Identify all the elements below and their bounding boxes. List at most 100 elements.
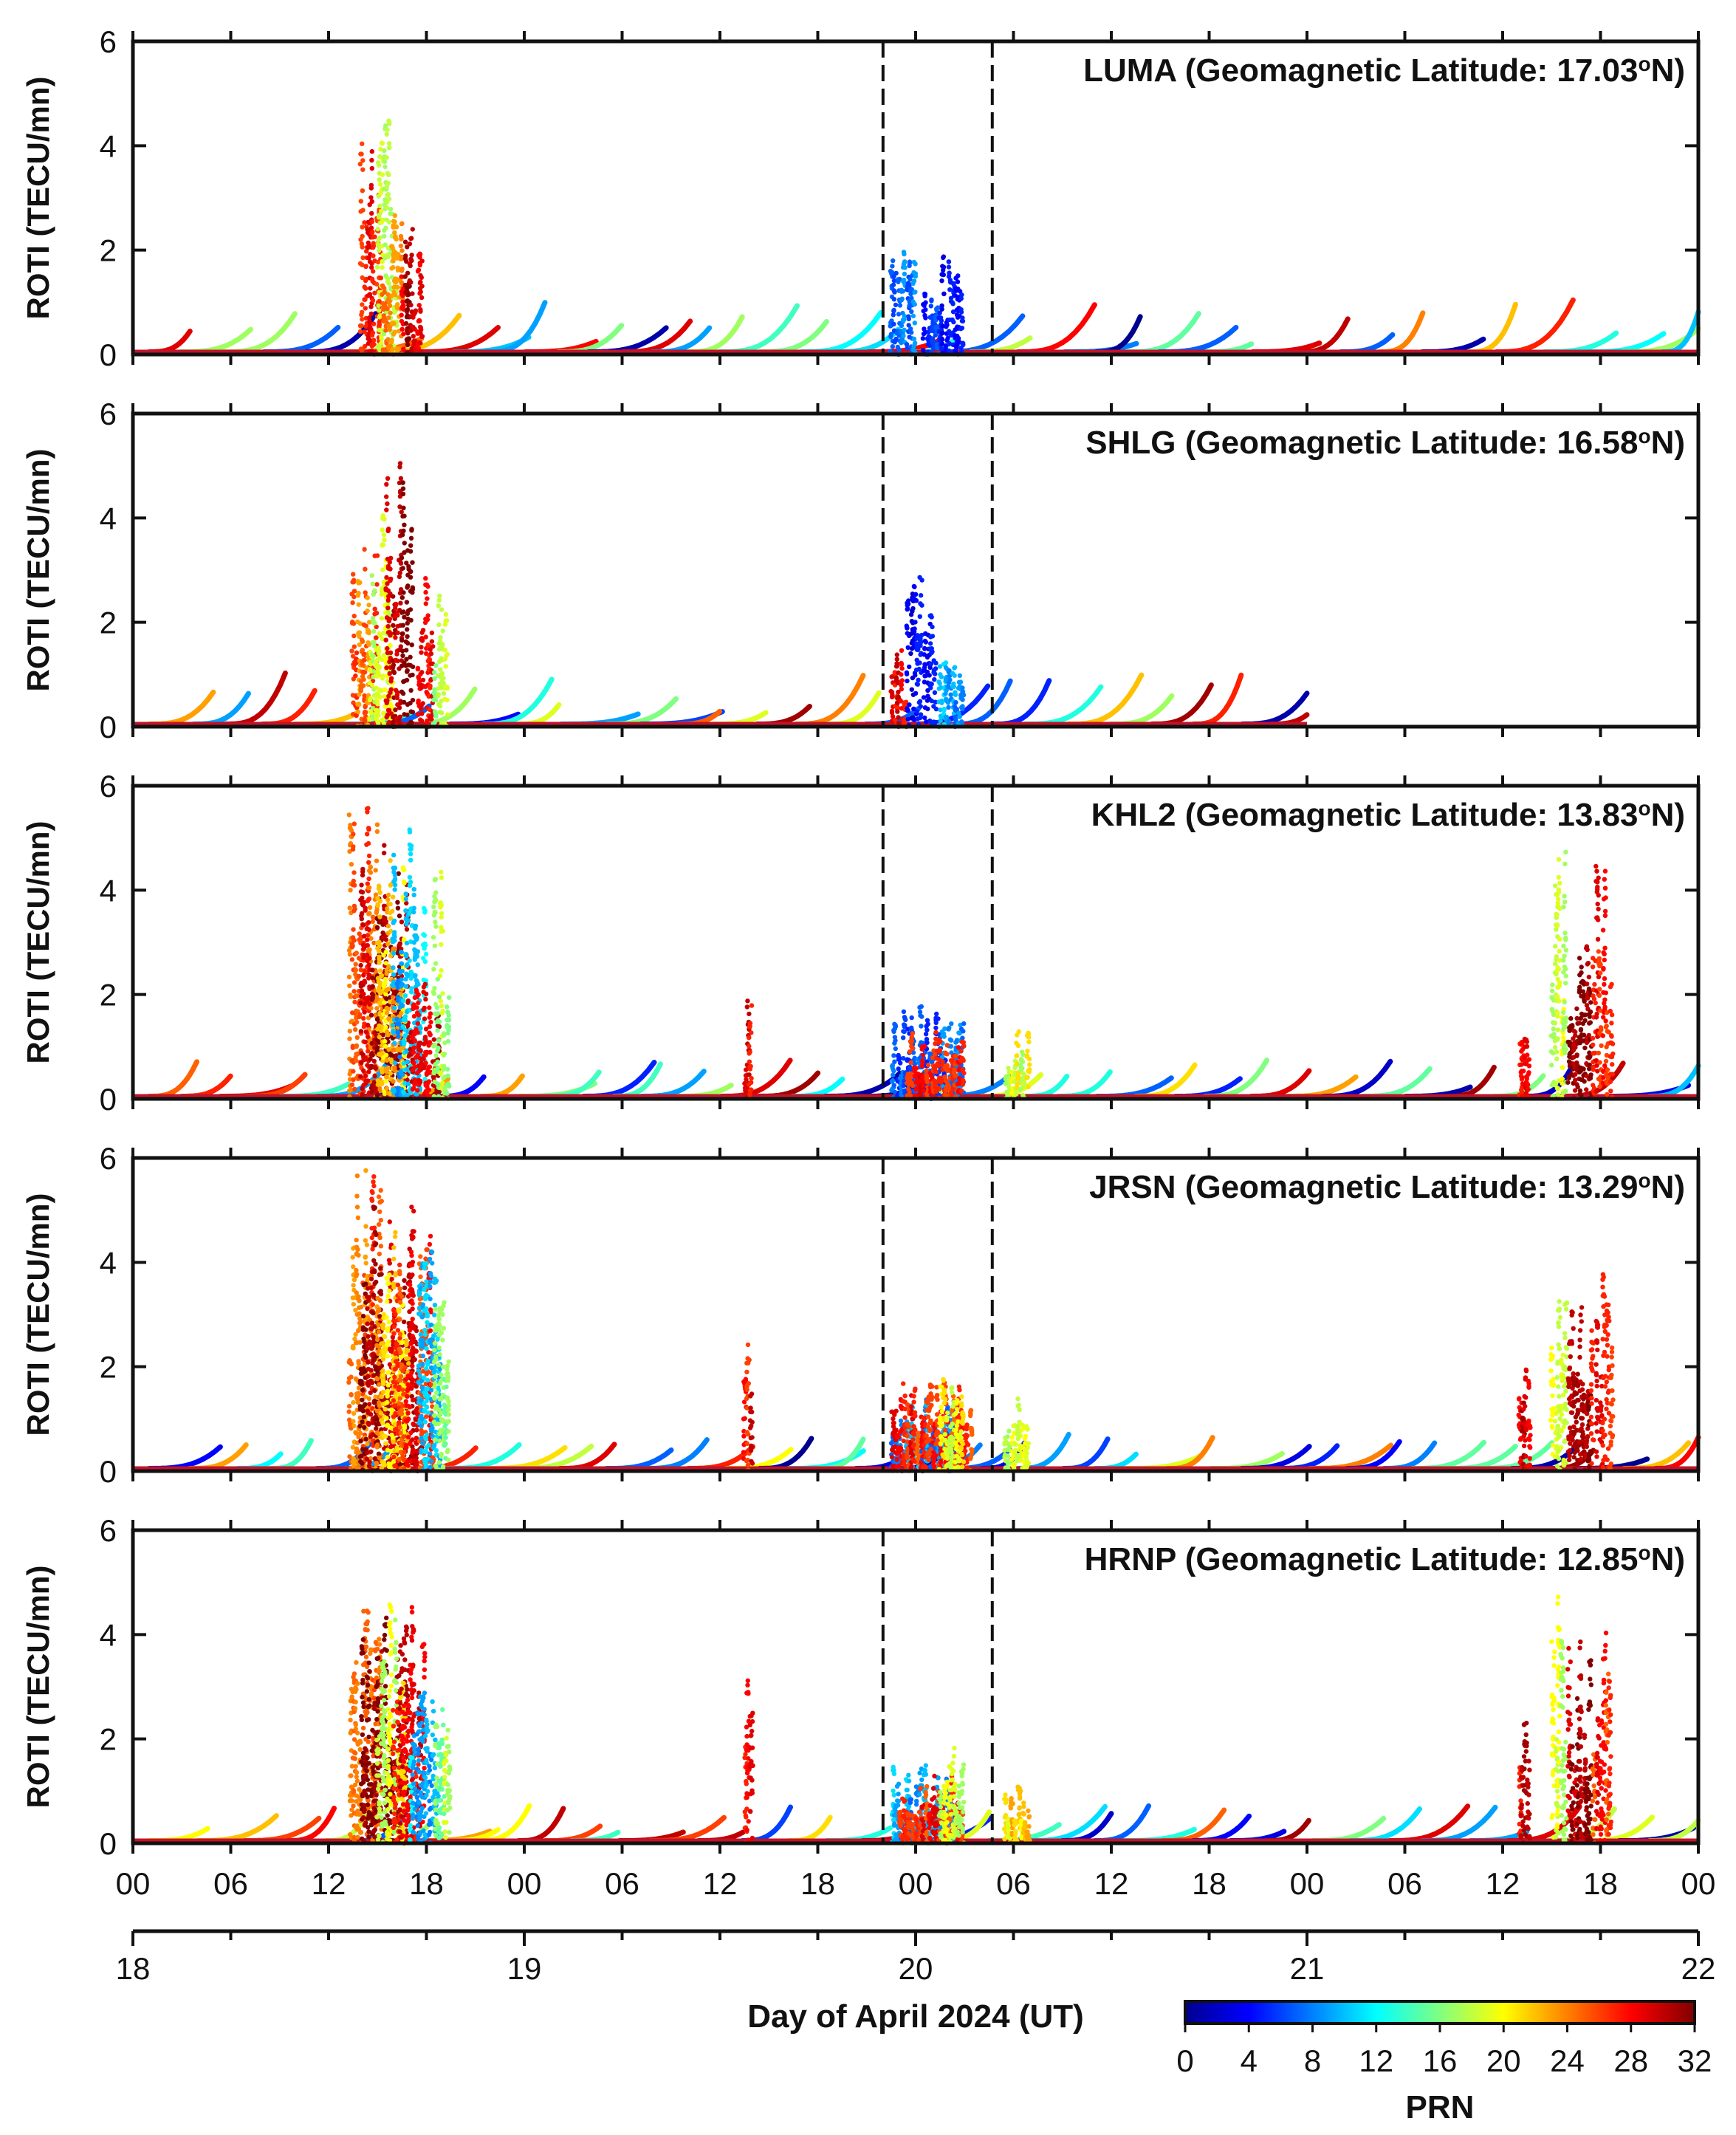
roti-point: [914, 647, 919, 652]
roti-point: [369, 573, 374, 578]
roti-point: [432, 943, 438, 948]
roti-point: [405, 634, 410, 640]
roti-point: [1563, 936, 1568, 941]
roti-point: [905, 281, 911, 286]
roti-point: [369, 210, 374, 216]
roti-point: [370, 919, 375, 925]
roti-point: [360, 317, 365, 322]
roti-point: [908, 277, 913, 282]
roti-point: [428, 1032, 433, 1038]
roti-point: [890, 344, 896, 349]
roti-point: [415, 1021, 420, 1027]
roti-point: [442, 622, 448, 627]
roti-point: [1020, 1083, 1026, 1089]
roti-point: [439, 710, 445, 716]
roti-point: [916, 677, 921, 682]
background-pass: [478, 1073, 525, 1099]
roti-point: [404, 927, 410, 932]
roti-point: [443, 611, 448, 617]
roti-point: [1577, 1088, 1583, 1094]
roti-point: [1591, 1051, 1596, 1056]
roti-point: [921, 309, 926, 314]
roti-point: [399, 266, 405, 272]
roti-point: [374, 264, 380, 270]
roti-point: [366, 927, 371, 932]
y-tick-label: 2: [100, 606, 117, 640]
roti-point: [361, 1057, 366, 1062]
roti-point: [1554, 967, 1560, 973]
roti-point: [391, 965, 396, 970]
roti-point: [367, 905, 373, 911]
roti-point: [917, 614, 923, 619]
roti-point: [357, 973, 362, 979]
roti-point: [351, 832, 356, 837]
roti-point: [368, 286, 373, 291]
roti-point: [358, 688, 363, 693]
roti-point: [354, 950, 359, 956]
roti-point: [365, 937, 370, 942]
roti-point: [369, 349, 374, 354]
roti-point: [1006, 1066, 1011, 1071]
roti-point: [361, 1068, 366, 1074]
roti-point: [383, 1079, 388, 1084]
roti-point: [941, 267, 946, 273]
roti-point: [1579, 964, 1584, 970]
roti-point: [959, 705, 964, 710]
roti-point: [355, 702, 360, 707]
roti-point: [357, 642, 362, 648]
background-pass: [718, 1058, 793, 1099]
roti-point: [1015, 1082, 1020, 1087]
roti-point: [1549, 1063, 1554, 1068]
roti-point: [1577, 956, 1582, 961]
roti-point: [1573, 1029, 1578, 1035]
roti-point: [940, 1059, 945, 1064]
roti-point: [357, 931, 362, 936]
roti-point: [1554, 1056, 1560, 1061]
roti-point: [1581, 1066, 1586, 1072]
roti-point: [363, 717, 368, 722]
roti-point: [411, 892, 416, 898]
roti-point: [441, 1052, 447, 1058]
roti-point: [358, 151, 363, 157]
roti-point: [399, 326, 405, 332]
roti-point: [1574, 1082, 1579, 1087]
roti-point: [440, 628, 445, 634]
roti-point: [1577, 973, 1582, 978]
roti-point: [944, 322, 950, 328]
roti-point: [376, 713, 381, 719]
roti-point: [899, 662, 905, 667]
roti-point: [891, 1053, 896, 1058]
roti-point: [1565, 1080, 1571, 1085]
roti-point: [909, 687, 915, 692]
roti-point: [901, 1029, 906, 1034]
roti-point: [407, 241, 413, 247]
roti-point: [366, 1069, 371, 1075]
roti-point: [377, 1034, 382, 1040]
roti-point: [409, 528, 414, 533]
roti-point: [928, 304, 934, 309]
roti-point: [362, 933, 367, 939]
roti-point: [400, 513, 405, 519]
roti-point: [358, 1000, 363, 1006]
roti-point: [1580, 1021, 1586, 1027]
roti-point: [897, 303, 903, 308]
roti-point: [905, 645, 910, 650]
roti-point: [913, 620, 918, 625]
roti-point: [388, 902, 393, 907]
roti-point: [401, 505, 406, 510]
roti-point: [939, 331, 944, 336]
roti-point: [896, 715, 901, 720]
roti-point: [366, 240, 371, 245]
roti-point: [1554, 1086, 1560, 1091]
roti-point: [959, 1089, 964, 1094]
roti-point: [912, 301, 918, 307]
roti-point: [896, 1057, 902, 1062]
roti-point: [407, 874, 413, 880]
roti-point: [902, 1015, 908, 1020]
roti-point: [435, 1028, 440, 1033]
roti-point: [370, 914, 376, 919]
roti-point: [901, 1009, 907, 1015]
roti-point: [913, 289, 918, 295]
roti-point: [411, 909, 416, 915]
roti-point: [902, 314, 908, 319]
